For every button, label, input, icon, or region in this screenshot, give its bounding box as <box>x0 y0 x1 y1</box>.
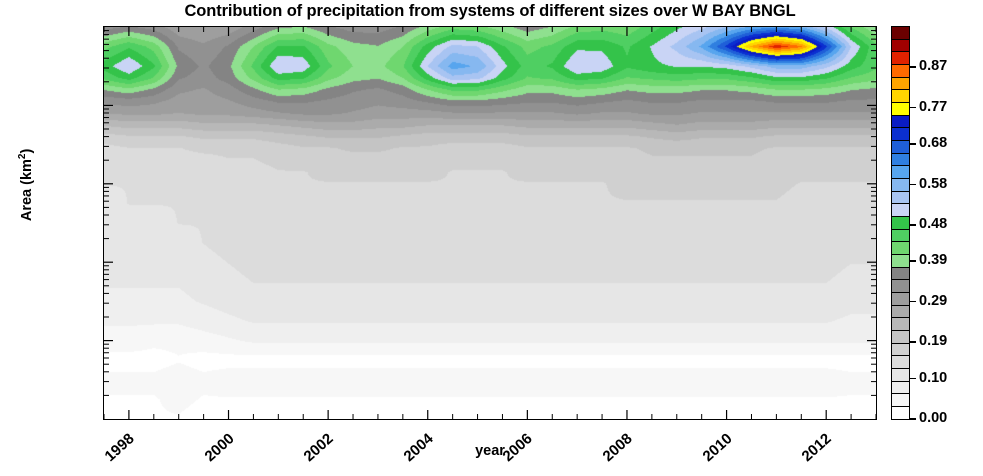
colorbar-cell <box>892 293 909 306</box>
colorbar-cell <box>892 229 909 243</box>
colorbar-cell <box>892 27 909 40</box>
colorbar-cell <box>892 369 909 382</box>
colorbar-cell <box>892 77 909 91</box>
colorbar-cell <box>892 343 909 357</box>
colorbar-tick-label: 0.58 <box>919 175 948 192</box>
colorbar-tick <box>910 260 916 262</box>
colorbar-cell <box>892 90 909 104</box>
colorbar-cell <box>892 318 909 332</box>
page-title: Contribution of precipitation from syste… <box>184 2 796 20</box>
colorbar-cell <box>892 166 909 180</box>
colorbar-tick <box>910 224 916 226</box>
colorbar-tick-label: 0.10 <box>919 369 948 386</box>
colorbar-cell <box>892 153 909 167</box>
colorbar-tick-label: 0.39 <box>919 252 948 269</box>
colorbar-cell <box>892 141 909 154</box>
colorbar-tick <box>910 341 916 343</box>
y-axis-title: Area (km2) <box>17 148 35 222</box>
colorbar-cell <box>892 394 909 408</box>
colorbar-tick <box>910 377 916 380</box>
y-axis-ticks: 102103104105106 <box>0 0 99 472</box>
colorbar-cell <box>892 39 909 53</box>
colorbar-tick <box>910 418 916 420</box>
colorbar-tick-label: 0.68 <box>919 135 948 152</box>
colorbar-cell <box>892 242 909 256</box>
colorbar-cell <box>892 65 909 78</box>
colorbar-tick <box>910 106 916 109</box>
colorbar-tick-label: 0.29 <box>919 292 948 309</box>
x-axis-title: year <box>475 443 505 459</box>
colorbar-cell <box>892 179 909 192</box>
colorbar-cell <box>892 331 909 344</box>
colorbar-cell <box>892 305 909 319</box>
colorbar-cell <box>892 407 909 419</box>
colorbar-cell <box>892 115 909 129</box>
colorbar-cell <box>892 356 909 370</box>
heatmap-canvas <box>104 27 876 419</box>
colorbar-cell <box>892 381 909 395</box>
colorbar: 0.00 0.10 0.19 0.29 0.39 0.48 0.58 0.68 0.77 0.87 <box>891 26 983 426</box>
colorbar-tick <box>910 66 916 68</box>
colorbar-cell <box>892 267 909 281</box>
colorbar-cell <box>892 103 909 116</box>
colorbar-tick <box>910 300 916 303</box>
colorbar-swatches <box>891 26 910 420</box>
colorbar-tick <box>910 143 916 145</box>
colorbar-cell <box>892 280 909 294</box>
colorbar-cell <box>892 128 909 142</box>
colorbar-cell <box>892 217 909 230</box>
colorbar-cell <box>892 204 909 218</box>
plot-area <box>103 26 877 420</box>
colorbar-cell <box>892 52 909 66</box>
colorbar-tick-label: 0.77 <box>919 98 948 115</box>
colorbar-cell <box>892 191 909 205</box>
colorbar-tick-label: 0.87 <box>919 58 948 75</box>
colorbar-tick-label: 0.48 <box>919 216 948 233</box>
colorbar-tick-label: 0.19 <box>919 333 948 350</box>
colorbar-cell <box>892 255 909 268</box>
colorbar-tick-label: 0.00 <box>919 410 948 426</box>
colorbar-tick <box>910 183 916 186</box>
